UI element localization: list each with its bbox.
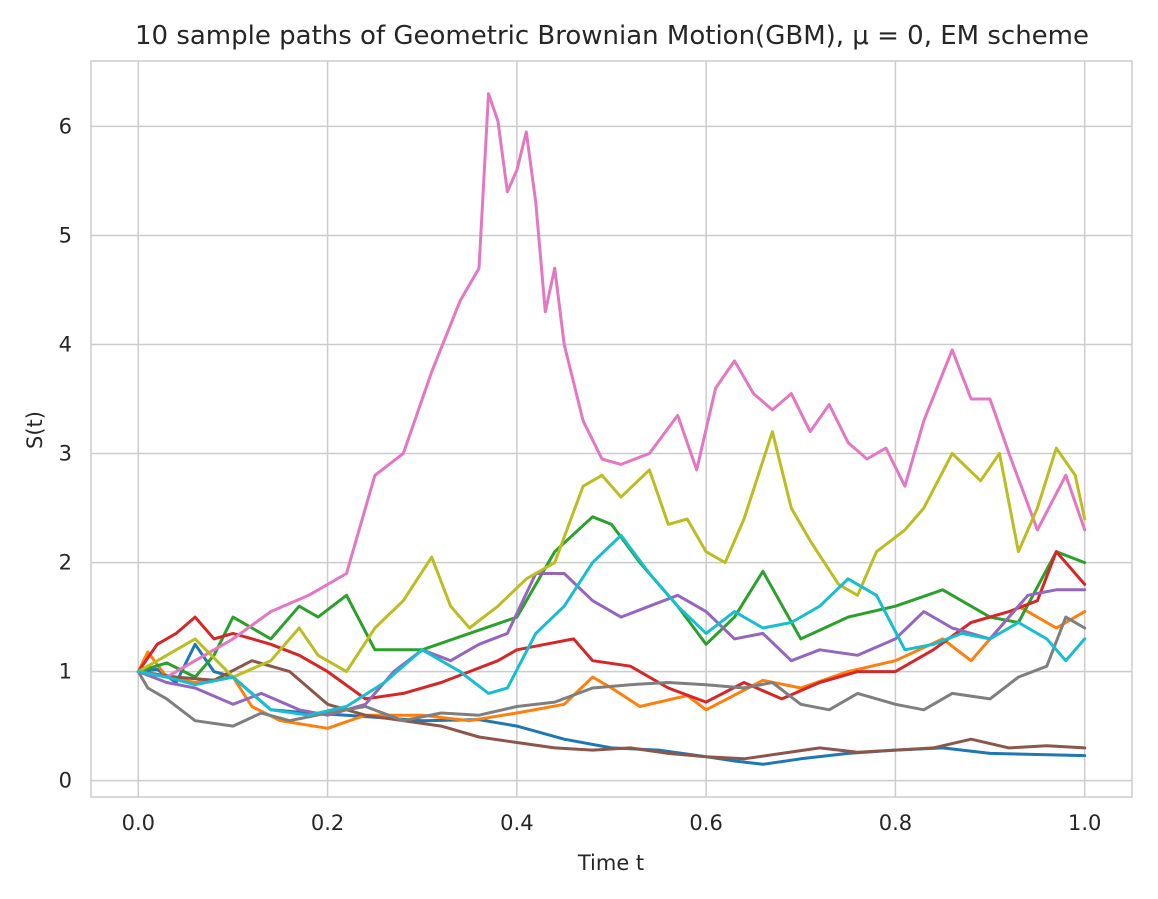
series-line [136, 615, 1087, 728]
y-tick-label: 0 [59, 769, 72, 793]
y-tick-labels: 0 1 2 3 4 5 6 [59, 114, 72, 792]
series-line [136, 430, 1087, 679]
y-tick-label: 3 [59, 442, 72, 466]
x-tick-label: 0.6 [689, 811, 722, 835]
plot-area [90, 60, 1133, 798]
y-tick-label: 2 [59, 551, 72, 575]
x-tick-label: 0.0 [122, 811, 155, 835]
y-tick-label: 6 [59, 114, 72, 138]
grid-lines [91, 61, 1132, 797]
x-tick-label: 0.2 [311, 811, 344, 835]
x-tick-label: 0.8 [879, 811, 912, 835]
chart-title: 10 sample paths of Geometric Brownian Mo… [135, 21, 1089, 51]
y-tick-label: 4 [59, 332, 72, 356]
series-line [136, 515, 1087, 679]
x-tick-labels: 0.0 0.2 0.4 0.6 0.8 1.0 [122, 811, 1102, 835]
series-lines [136, 92, 1087, 766]
series-line [136, 572, 1087, 717]
y-axis-label: S(t) [23, 411, 47, 449]
x-tick-label: 0.4 [500, 811, 533, 835]
y-tick-label: 1 [59, 660, 72, 684]
y-tick-label: 5 [59, 223, 72, 247]
series-line [136, 92, 1087, 679]
series-line [136, 659, 1087, 761]
series-line [136, 533, 1087, 717]
x-tick-label: 1.0 [1068, 811, 1101, 835]
x-axis-label: Time t [577, 851, 644, 875]
